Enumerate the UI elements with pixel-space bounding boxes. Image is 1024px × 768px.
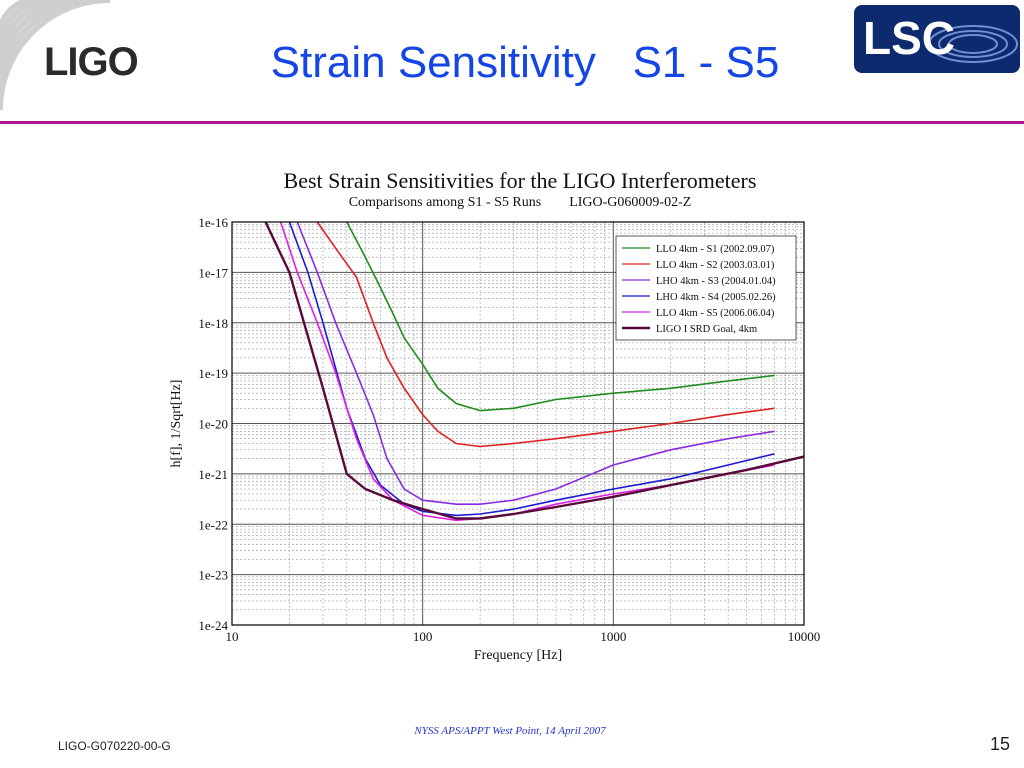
series-line	[264, 222, 804, 520]
chart-tick-labels: 10 100 1000 10000 1e-16 1e-17 1e-18 1e-19 1e-20 1…	[198, 215, 820, 644]
legend-entry: LIGO I SRD Goal, 4km	[656, 324, 757, 335]
y-tick-label: 1e-17	[198, 265, 228, 280]
ligo-logo-text: LIGO	[44, 40, 139, 84]
slide-title: Strain Sensitivity S1 - S5	[270, 38, 780, 87]
chart-series-group	[264, 222, 804, 522]
series-line	[279, 222, 775, 522]
lsc-logo-text: LSC	[863, 12, 955, 64]
series-line	[296, 222, 775, 506]
y-axis-label: h[f], 1/Sqrt[Hz]	[169, 380, 184, 468]
x-tick-label: 100	[413, 629, 433, 644]
x-axis-label: Frequency [Hz]	[474, 648, 562, 663]
series-line	[316, 222, 775, 448]
legend-entry: LLO 4km - S1 (2002.09.07)	[656, 244, 775, 255]
y-tick-label: 1e-18	[198, 316, 228, 331]
y-tick-label: 1e-20	[198, 417, 228, 432]
y-tick-label: 1e-16	[198, 215, 228, 230]
legend-box	[615, 235, 797, 341]
x-tick-label: 10	[226, 629, 239, 644]
y-tick-label: 1e-24	[198, 618, 228, 633]
legend-entry: LLO 4km - S5 (2006.06.04)	[656, 308, 775, 319]
footer-event: NYSS APS/APPT West Point, 14 April 2007	[414, 725, 606, 737]
plot-frame	[231, 221, 805, 626]
series-line	[346, 222, 775, 412]
legend-entry: LLO 4km - S2 (2003.03.01)	[656, 260, 775, 271]
x-tick-label: 1000	[600, 629, 626, 644]
footer-document-id: LIGO-G070220-00-G	[58, 739, 171, 753]
x-tick-label: 10000	[788, 629, 821, 644]
y-tick-label: 1e-21	[198, 467, 228, 482]
legend-entry: LHO 4km - S3 (2004.01.04)	[656, 276, 776, 287]
chart-subtitle: Comparisons among S1 - S5 Runs LIGO-G060…	[348, 195, 692, 210]
chart-title: Best Strain Sensitivities for the LIGO I…	[283, 168, 757, 193]
ligo-logo	[0, 0, 111, 111]
y-tick-label: 1e-22	[198, 517, 228, 532]
lsc-logo: LSC	[854, 5, 1020, 73]
y-tick-label: 1e-23	[198, 568, 228, 583]
page-number: 15	[990, 734, 1011, 754]
chart-legend: LLO 4km - S1 (2002.09.07) LLO 4km - S2 (2…	[615, 235, 797, 341]
legend-entry: LHO 4km - S4 (2005.02.26)	[656, 292, 776, 303]
header-divider	[0, 121, 1024, 124]
y-tick-label: 1e-19	[198, 366, 228, 381]
